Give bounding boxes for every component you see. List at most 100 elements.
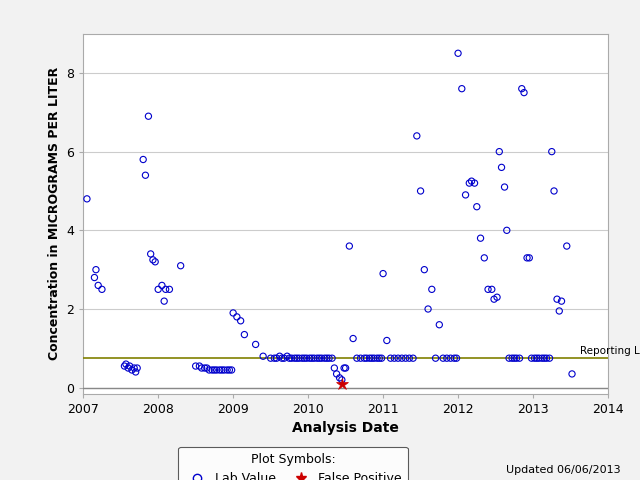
Point: [297, 354, 307, 362]
Point: [467, 177, 477, 185]
Point: [232, 313, 242, 321]
Point: [196, 364, 207, 372]
Point: [401, 354, 411, 362]
Point: [376, 354, 387, 362]
Point: [224, 366, 234, 374]
Point: [214, 366, 225, 374]
Point: [324, 354, 334, 362]
Point: [393, 354, 403, 362]
Point: [344, 242, 355, 250]
Point: [451, 354, 461, 362]
Point: [219, 366, 229, 374]
Point: [522, 254, 532, 262]
Point: [408, 354, 418, 362]
Point: [527, 354, 537, 362]
Point: [145, 250, 156, 258]
Point: [427, 286, 437, 293]
Point: [332, 370, 342, 378]
Point: [486, 286, 497, 293]
Point: [150, 258, 160, 265]
Point: [497, 164, 507, 171]
Point: [453, 49, 463, 57]
Point: [175, 262, 186, 270]
Point: [567, 370, 577, 378]
Point: [239, 331, 250, 338]
Point: [556, 297, 566, 305]
Point: [509, 354, 520, 362]
Point: [362, 354, 372, 362]
Point: [337, 376, 347, 384]
Point: [301, 354, 312, 362]
Point: [545, 354, 555, 362]
Point: [212, 366, 222, 374]
Point: [271, 354, 282, 362]
Point: [195, 362, 205, 370]
Point: [511, 354, 522, 362]
Point: [507, 354, 517, 362]
Point: [164, 286, 175, 293]
Point: [352, 354, 362, 362]
Point: [460, 191, 470, 199]
Point: [121, 360, 131, 368]
Point: [123, 364, 133, 372]
Point: [404, 354, 415, 362]
Point: [284, 354, 294, 362]
Point: [374, 354, 385, 362]
Point: [129, 364, 140, 372]
Point: [412, 132, 422, 140]
Point: [276, 354, 287, 362]
Point: [539, 354, 549, 362]
Point: [292, 354, 302, 362]
Point: [319, 354, 330, 362]
Point: [97, 286, 107, 293]
Point: [516, 85, 527, 93]
Point: [504, 354, 514, 362]
Point: [549, 187, 559, 195]
Point: [91, 266, 101, 274]
Point: [309, 354, 319, 362]
Point: [472, 203, 482, 211]
Point: [534, 354, 544, 362]
Point: [287, 354, 297, 362]
Point: [202, 364, 212, 372]
Point: [138, 156, 148, 163]
Point: [355, 354, 365, 362]
Point: [562, 242, 572, 250]
Point: [423, 305, 433, 313]
Point: [479, 254, 490, 262]
Point: [335, 374, 345, 382]
Point: [258, 352, 268, 360]
Point: [204, 366, 214, 374]
Point: [364, 354, 374, 362]
Point: [294, 354, 304, 362]
Point: [415, 187, 426, 195]
Point: [449, 354, 460, 362]
Point: [191, 362, 201, 370]
Point: [200, 364, 210, 372]
Point: [282, 352, 292, 360]
Point: [307, 354, 317, 362]
Point: [431, 354, 441, 362]
Point: [554, 307, 564, 315]
Point: [476, 234, 486, 242]
Point: [132, 364, 142, 372]
Point: [317, 354, 327, 362]
Point: [547, 148, 557, 156]
Point: [457, 85, 467, 93]
Point: [207, 366, 217, 374]
Point: [381, 336, 392, 344]
Y-axis label: Concentration in MICROGRAMS PER LITER: Concentration in MICROGRAMS PER LITER: [47, 67, 61, 360]
Point: [119, 362, 129, 370]
Point: [464, 179, 474, 187]
Point: [93, 282, 103, 289]
Point: [217, 366, 227, 374]
Point: [419, 266, 429, 274]
Point: [515, 354, 525, 362]
Point: [131, 368, 141, 376]
Point: [127, 366, 137, 374]
Point: [489, 295, 499, 303]
Point: [300, 354, 310, 362]
Point: [524, 254, 534, 262]
Point: [159, 297, 170, 305]
Point: [502, 227, 512, 234]
